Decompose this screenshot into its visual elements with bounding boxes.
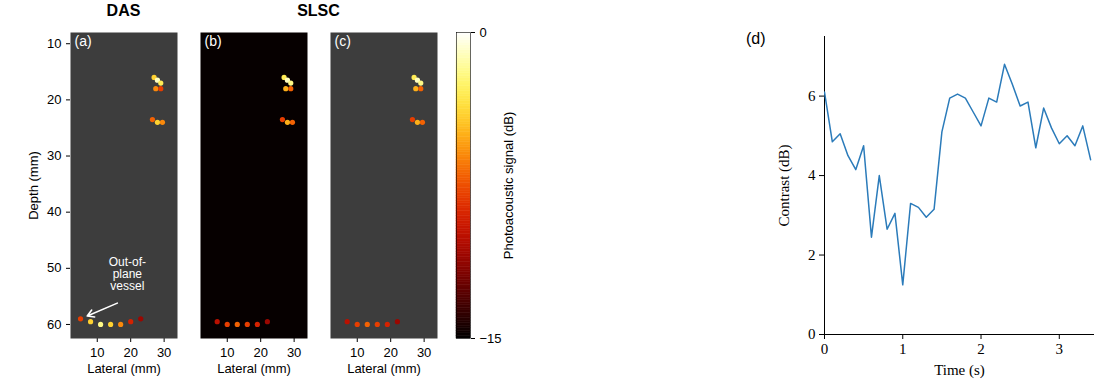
- svg-text:20: 20: [123, 345, 137, 360]
- svg-text:2: 2: [808, 247, 816, 263]
- svg-text:6: 6: [808, 88, 816, 104]
- svg-text:20: 20: [383, 345, 397, 360]
- svg-text:Lateral (mm): Lateral (mm): [217, 361, 291, 376]
- svg-text:10: 10: [220, 345, 234, 360]
- svg-text:3: 3: [1056, 341, 1064, 357]
- svg-text:30: 30: [157, 345, 171, 360]
- svg-text:60: 60: [47, 317, 61, 332]
- svg-text:30: 30: [417, 345, 431, 360]
- svg-text:(a): (a): [75, 33, 92, 49]
- svg-text:10: 10: [350, 345, 364, 360]
- html-text:DAS: DAS: [106, 2, 141, 19]
- html-text:(d): (d): [746, 30, 766, 47]
- svg-text:Lateral (mm): Lateral (mm): [347, 361, 421, 376]
- svg-text:30: 30: [287, 345, 301, 360]
- svg-text:(c): (c): [335, 33, 351, 49]
- svg-text:4: 4: [808, 167, 816, 183]
- svg-text:10: 10: [90, 345, 104, 360]
- svg-text:50: 50: [47, 260, 61, 275]
- svg-text:Out-of-planevessel: Out-of-planevessel: [109, 255, 146, 293]
- svg-text:−15: −15: [480, 331, 502, 346]
- svg-text:10: 10: [47, 36, 61, 51]
- svg-text:0: 0: [480, 25, 487, 40]
- svg-text:Contrast (dB): Contrast (dB): [776, 144, 793, 226]
- svg-text:Photoacoustic signal (dB): Photoacoustic signal (dB): [501, 112, 516, 259]
- svg-text:Time (s): Time (s): [934, 362, 985, 379]
- svg-text:2: 2: [977, 341, 985, 357]
- svg-text:30: 30: [47, 148, 61, 163]
- svg-text:0: 0: [821, 341, 829, 357]
- html-text:SLSC: SLSC: [297, 2, 340, 19]
- svg-text:1: 1: [899, 341, 907, 357]
- svg-text:Depth (mm): Depth (mm): [26, 151, 41, 220]
- svg-text:40: 40: [47, 204, 61, 219]
- svg-text:20: 20: [47, 92, 61, 107]
- svg-text:Lateral (mm): Lateral (mm): [87, 361, 161, 376]
- svg-text:0: 0: [808, 326, 816, 342]
- svg-text:20: 20: [253, 345, 267, 360]
- svg-text:(b): (b): [205, 33, 222, 49]
